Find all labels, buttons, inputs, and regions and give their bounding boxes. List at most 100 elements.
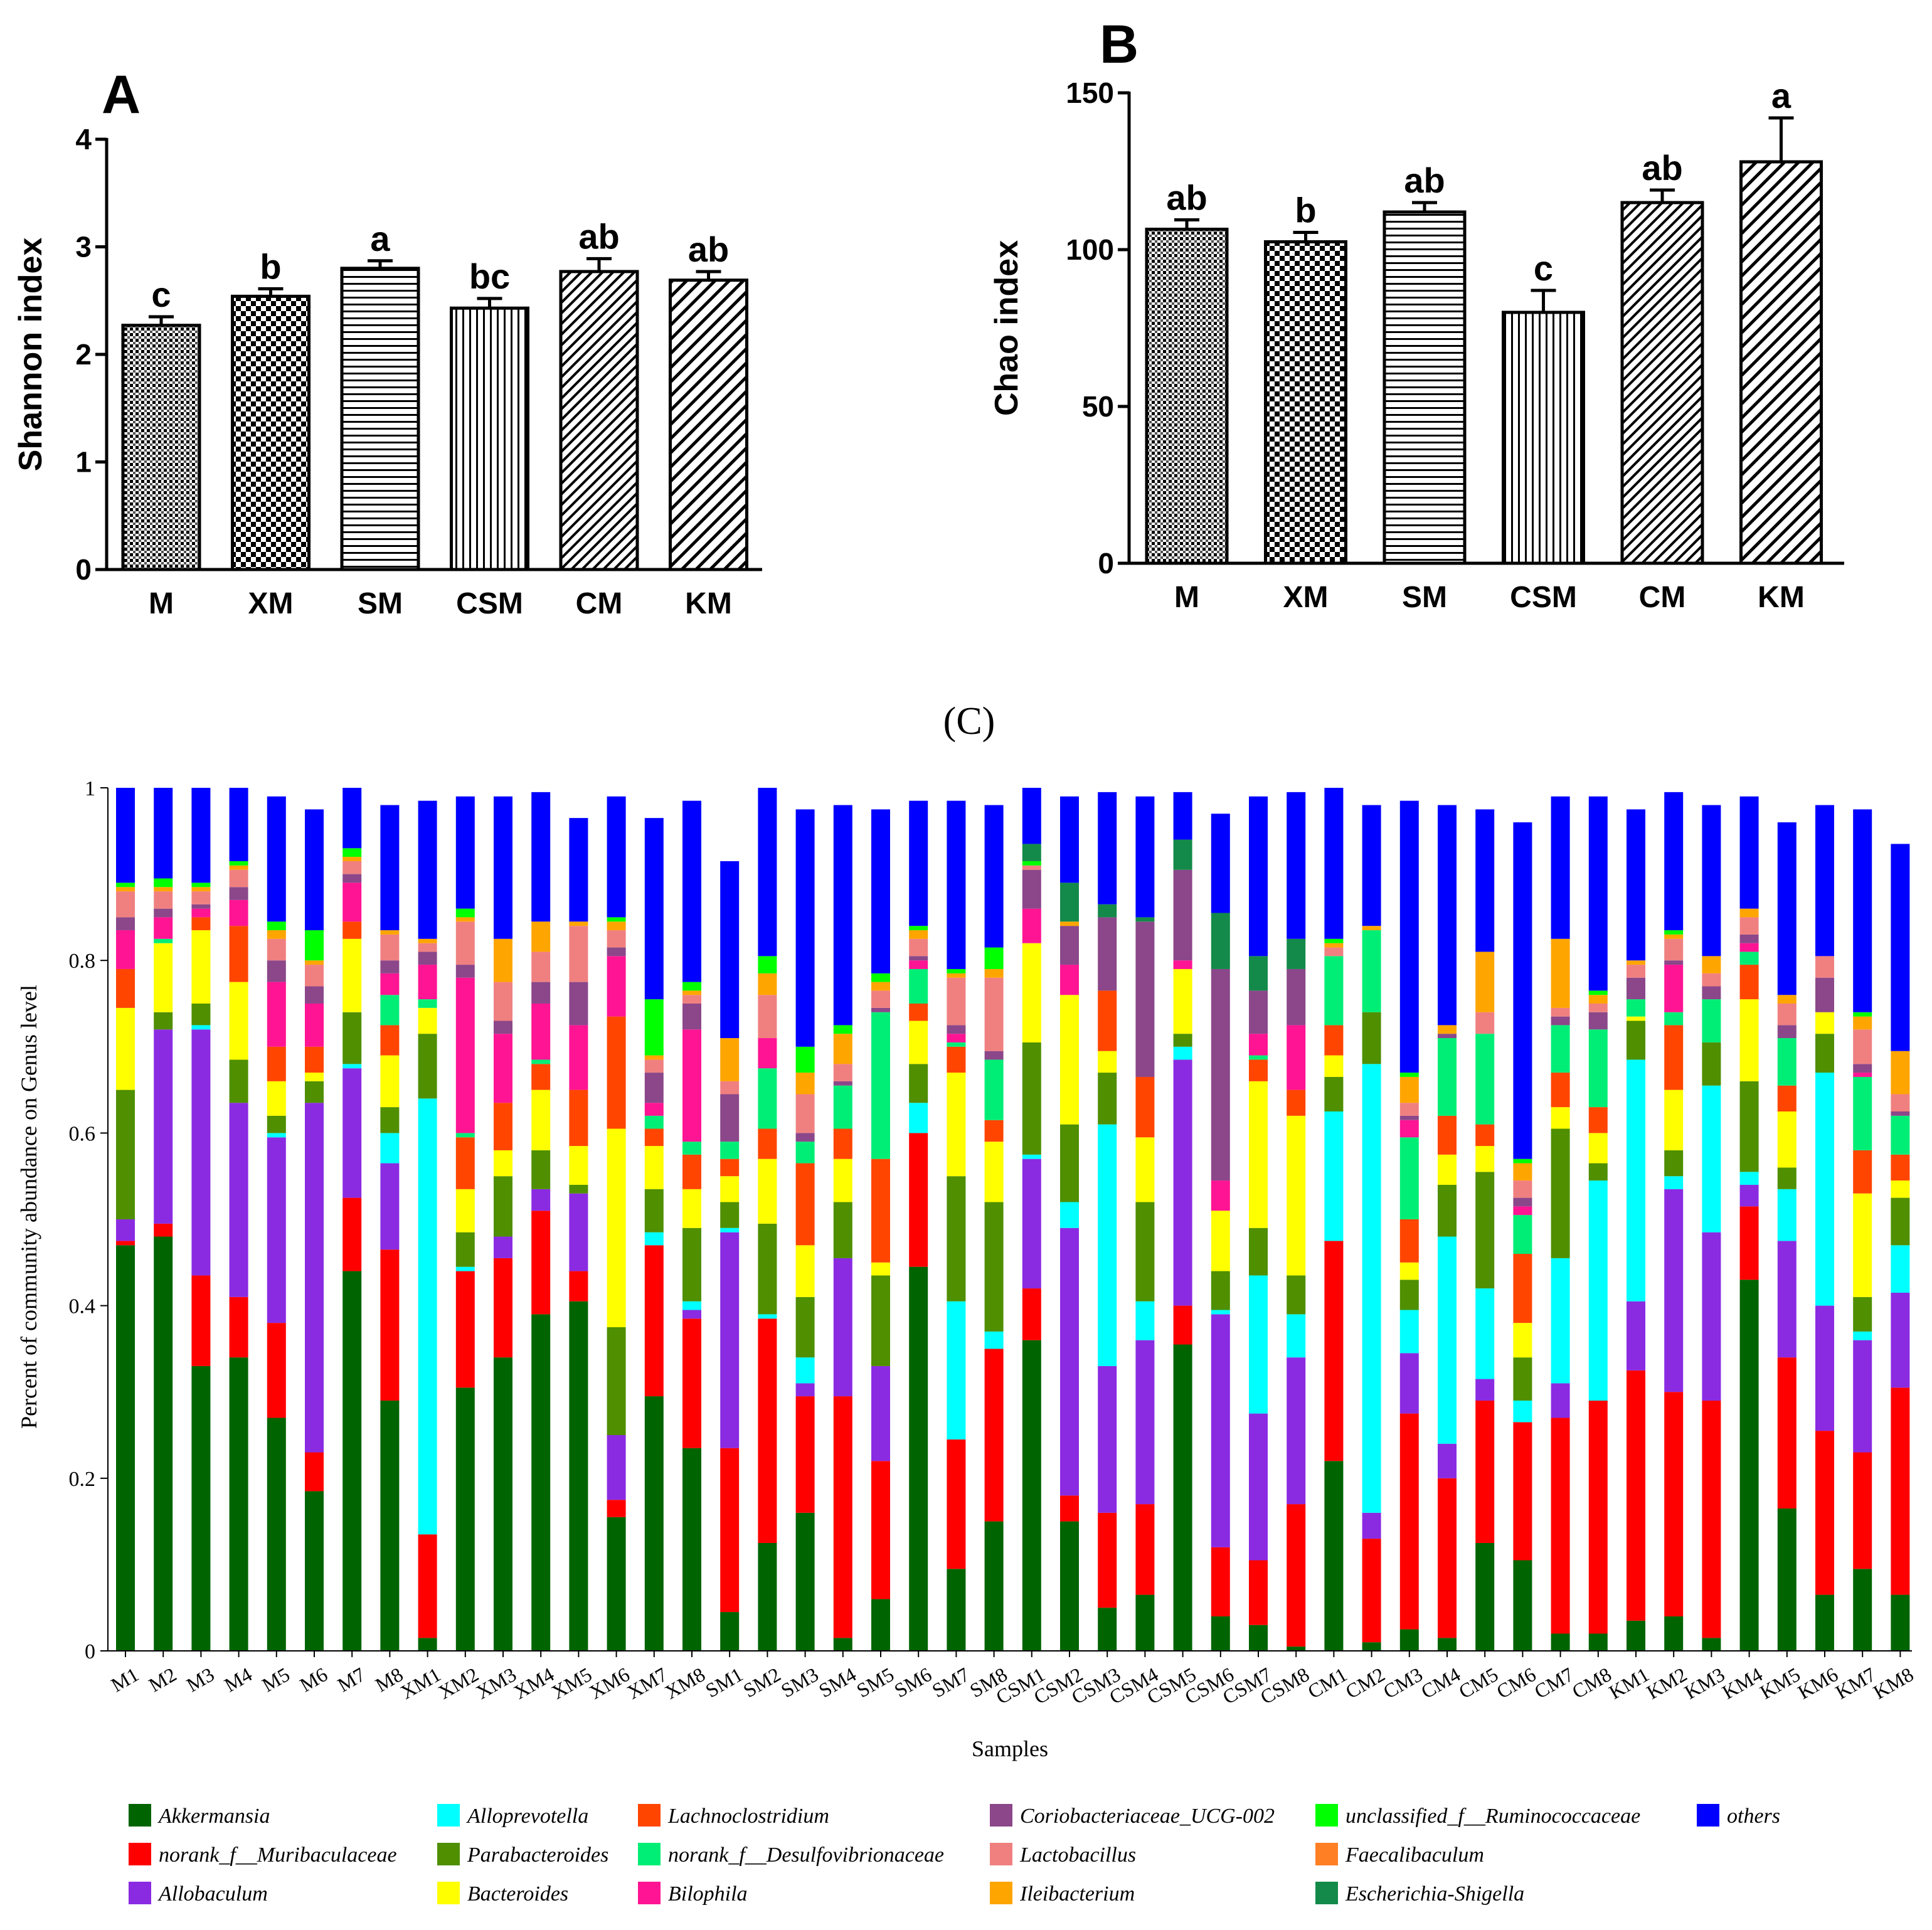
- stack-segment: [644, 1232, 664, 1246]
- stack-segment: [1702, 1042, 1721, 1086]
- stack-segment: [1588, 1012, 1608, 1030]
- stack-segment: [871, 809, 890, 973]
- y-axis-label: Shannon index: [13, 238, 49, 472]
- stack-segment: [229, 899, 248, 926]
- y-tick-label: 0.8: [69, 950, 96, 973]
- stack-segment: [1022, 1288, 1041, 1340]
- stack-segment: [758, 973, 777, 995]
- stack-segment: [1399, 1103, 1419, 1116]
- stack-segment: [1627, 999, 1645, 1017]
- legend-swatch: [1315, 1882, 1338, 1904]
- stack-segment: [947, 1046, 966, 1073]
- stack-segment: [1815, 977, 1834, 1012]
- legend-swatch: [990, 1843, 1012, 1865]
- x-tick-label: M6: [296, 1663, 331, 1696]
- stack-segment: [1627, 1301, 1645, 1371]
- stack-segment: [531, 1211, 551, 1315]
- stack-segment: [795, 1296, 815, 1358]
- stack-segment: [1513, 1159, 1532, 1164]
- legend-label: Faecalibaculum: [1345, 1843, 1484, 1867]
- stack-segment: [947, 1301, 966, 1440]
- stack-segment: [1891, 1387, 1910, 1595]
- stack-segment: [116, 1090, 135, 1219]
- legend-label: Ileibacterium: [1019, 1882, 1135, 1906]
- stack-segment: [1475, 952, 1495, 1012]
- stack-segment: [720, 1159, 740, 1177]
- x-axis-label: Samples: [972, 1736, 1048, 1761]
- stack-segment: [1324, 956, 1344, 1026]
- stack-segment: [229, 869, 248, 888]
- legend-label: unclassified_f__Ruminococcaceae: [1346, 1805, 1640, 1828]
- significance-letter: c: [1534, 248, 1553, 288]
- stack-segment: [1815, 1034, 1834, 1073]
- stack-segment: [455, 796, 475, 909]
- stack-segment: [1249, 1227, 1268, 1276]
- stack-segment: [267, 1418, 286, 1651]
- stack-segment: [342, 857, 362, 861]
- stack-segment: [455, 1232, 475, 1267]
- stack-segment: [1588, 1004, 1608, 1012]
- stack-segment: [1399, 1076, 1419, 1103]
- stack-segment: [1399, 1120, 1419, 1138]
- stack-segment: [1853, 1296, 1872, 1332]
- stack-segment: [1173, 839, 1192, 870]
- stack-segment: [833, 1638, 852, 1651]
- stack-segment: [795, 1046, 815, 1073]
- stack-segment: [154, 1236, 173, 1651]
- stack-segment: [1739, 1280, 1759, 1651]
- stack-segment: [1702, 1638, 1721, 1651]
- stack-segment: [455, 1133, 475, 1138]
- x-tick-label: CM: [1639, 581, 1686, 614]
- stack-segment: [1588, 796, 1608, 991]
- stack-segment: [305, 965, 324, 987]
- stack-segment: [116, 930, 135, 969]
- stack-segment: [644, 1245, 664, 1397]
- stack-segment: [871, 1365, 890, 1461]
- stack-segment: [1098, 792, 1117, 904]
- stack-segment: [229, 1296, 248, 1358]
- stack-segment: [305, 1004, 324, 1047]
- stack-segment: [1664, 1392, 1684, 1616]
- stack-segment: [795, 1094, 815, 1133]
- legend-label: Lactobacillus: [1019, 1843, 1136, 1867]
- stack-segment: [909, 800, 928, 926]
- stack-segment: [1287, 1646, 1306, 1651]
- stack-segment: [1022, 861, 1041, 866]
- stack-segment: [720, 1227, 740, 1233]
- stack-segment: [1739, 1172, 1759, 1185]
- stack-segment: [1022, 943, 1041, 1042]
- stack-segment: [1249, 956, 1268, 991]
- stack-segment: [1739, 796, 1759, 909]
- stack-segment: [380, 1400, 400, 1651]
- stack-segment: [758, 1543, 777, 1651]
- stack-segment: [267, 982, 286, 1047]
- stack-segment: [342, 848, 362, 857]
- stack-segment: [1853, 1064, 1872, 1073]
- stack-segment: [833, 1025, 852, 1034]
- stack-segment: [682, 1301, 701, 1310]
- stack-segment: [607, 1500, 626, 1517]
- stack-segment: [1739, 952, 1759, 965]
- stack-segment: [116, 917, 135, 931]
- bar-xm: [1264, 240, 1347, 565]
- y-tick-label: 0.6: [69, 1122, 96, 1145]
- stack-segment: [380, 1107, 400, 1133]
- stack-segment: [758, 995, 777, 1039]
- stack-segment: [1287, 1314, 1306, 1358]
- stack-segment: [380, 1025, 400, 1056]
- stack-segment: [1891, 1051, 1910, 1095]
- genus-abundance-chart: 0 0.2 0.4 0.6 0.8 1 Percent of community abund…: [16, 777, 1918, 1761]
- stack-segment: [1551, 1128, 1570, 1258]
- stack-segment: [116, 887, 135, 892]
- stack-segment: [795, 1142, 815, 1164]
- stack-segment: [229, 1357, 248, 1651]
- stack-segment: [1438, 1025, 1457, 1034]
- stack-segment: [1777, 1038, 1797, 1086]
- stack-segment: [1060, 1202, 1079, 1228]
- x-tick-label: SM: [358, 587, 403, 620]
- stack-segment: [644, 1189, 664, 1233]
- stack-segment: [1438, 1478, 1457, 1638]
- stack-segment: [1475, 1034, 1495, 1125]
- stack-segment: [947, 1569, 966, 1651]
- stack-segment: [1060, 883, 1079, 922]
